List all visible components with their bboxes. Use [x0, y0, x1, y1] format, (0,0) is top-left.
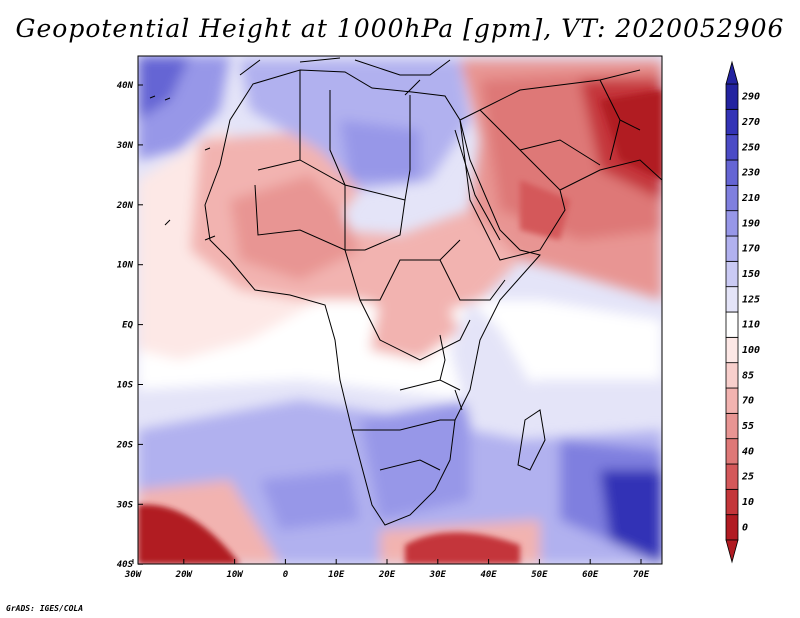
lon-tick-label: 30E — [429, 570, 447, 580]
lat-tick-label: EQ — [122, 321, 133, 331]
colorbar-swatch — [725, 184, 739, 212]
lat-tick-label: 40S — [117, 560, 134, 570]
coastlines — [149, 57, 662, 526]
colorbar-label: 10 — [742, 497, 754, 508]
lon-tick-label: 20W — [175, 570, 194, 580]
colorbar-label: 230 — [741, 168, 760, 179]
colorbar-label: 270 — [741, 117, 760, 128]
lat-tick-label: 30N — [116, 141, 134, 151]
colorbar-swatch — [725, 387, 739, 414]
height-field — [138, 56, 662, 564]
colorbar-swatch — [725, 488, 739, 516]
map-figure: 30W 20W 10W 0 10E 20E 30E 40E 50E 60E 70E 40N 30N 20… — [116, 55, 760, 580]
colorbar-swatch — [725, 260, 739, 288]
map-title: Geopotential Height at 1000hPa [gpm], VT… — [15, 14, 785, 43]
lat-tick-label: 20N — [116, 201, 134, 211]
colorbar-label: 25 — [741, 472, 754, 483]
colorbar-swatch — [725, 286, 739, 313]
lat-tick-label: 40N — [117, 81, 134, 91]
colorbar-label: 170 — [742, 244, 760, 255]
lon-tick-label: 10W — [226, 570, 244, 580]
colorbar-swatch — [725, 83, 739, 110]
colorbar-swatch — [725, 463, 739, 490]
colorbar-label: 110 — [742, 320, 760, 331]
colorbar-label: 55 — [742, 421, 754, 432]
colorbar-label: 210 — [741, 193, 760, 204]
colorbar-swatch — [725, 514, 739, 541]
credit-label: GrADS: IGES/COLA — [6, 604, 84, 613]
colorbar-max-triangle — [725, 60, 739, 85]
colorbar-label: 85 — [742, 370, 754, 381]
lon-tick-label: 30W — [124, 570, 143, 580]
lat-axis: 40N 30N 20N 10N EQ 10S 20S 30S 40S — [116, 81, 143, 570]
lon-tick-label: 50E — [531, 570, 548, 580]
lon-axis: 30W 20W 10W 0 10E 20E 30E 40E 50E 60E 70E — [124, 559, 650, 580]
colorbar-label: 40 — [742, 446, 754, 457]
lat-tick-label: 30S — [116, 500, 134, 510]
colorbar-label: 250 — [741, 142, 760, 153]
colorbar-label: 0 — [742, 522, 748, 533]
lon-tick-label: 40E — [480, 570, 497, 580]
lon-tick-label: 10E — [328, 570, 345, 580]
lon-tick-label: 60E — [582, 570, 599, 580]
colorbar-label: 70 — [742, 396, 754, 407]
colorbar-swatch — [725, 438, 739, 465]
lat-tick-label: 10N — [117, 261, 134, 271]
colorbar-label: 290 — [741, 92, 760, 103]
lon-tick-label: 0 — [283, 570, 289, 580]
colorbar: 0 10 25 40 55 70 85 100 110 125 150 170 190 210 230 250… — [725, 60, 760, 564]
colorbar-label: 125 — [742, 294, 760, 305]
colorbar-swatch — [725, 311, 739, 338]
lat-tick-label: 20S — [116, 440, 134, 450]
lon-tick-label: 20E — [378, 570, 396, 580]
colorbar-swatch — [725, 412, 739, 440]
colorbar-swatch — [725, 134, 739, 161]
colorbar-label: 100 — [742, 345, 760, 356]
map-frame — [137, 55, 663, 565]
colorbar-swatch — [725, 210, 739, 237]
lat-tick-label: 10S — [117, 381, 134, 391]
colorbar-swatch — [725, 336, 739, 364]
colorbar-label: 190 — [742, 218, 760, 229]
colorbar-min-triangle — [725, 539, 739, 564]
lon-tick-label: 70E — [633, 570, 650, 580]
colorbar-swatch — [725, 108, 739, 136]
colorbar-label: 150 — [742, 269, 760, 280]
colorbar-swatch — [725, 362, 739, 389]
colorbar-swatch — [725, 159, 739, 186]
colorbar-swatch — [725, 235, 739, 262]
